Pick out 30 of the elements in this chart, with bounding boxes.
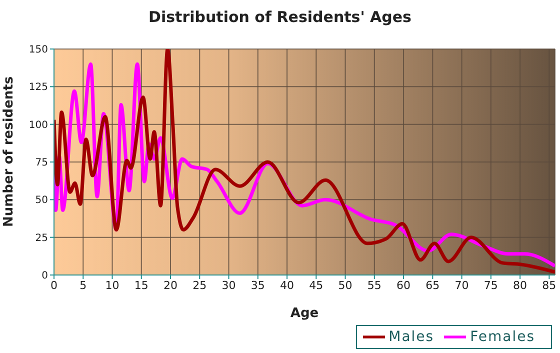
x-tick-label: 45 — [309, 278, 324, 292]
x-tick-label: 80 — [513, 278, 528, 292]
y-tick-label: 100 — [28, 120, 48, 131]
x-tick-label: 75 — [484, 278, 498, 292]
x-tick-label: 5 — [80, 278, 87, 292]
y-axis-title: Number of residents — [2, 76, 17, 227]
legend-label: Males — [388, 328, 434, 345]
x-tick-label: 65 — [426, 278, 440, 292]
y-tick-label: 75 — [35, 158, 48, 169]
x-tick-label: 0 — [50, 278, 58, 292]
x-tick-label: 30 — [222, 278, 236, 292]
y-tick-label: 25 — [35, 232, 48, 244]
x-tick-label: 85 — [542, 278, 556, 292]
y-tick-label: 150 — [28, 44, 48, 56]
x-tick-label: 60 — [396, 278, 411, 292]
x-tick-label: 35 — [250, 278, 265, 292]
y-tick-label: 0 — [42, 270, 48, 282]
x-tick-label: 25 — [192, 278, 207, 292]
x-tick-label: 40 — [280, 278, 294, 292]
x-axis-title: Age — [290, 306, 319, 321]
chart-title: Distribution of Residents' Ages — [148, 8, 412, 26]
x-tick-label: 55 — [367, 278, 382, 292]
x-tick-label: 10 — [105, 278, 120, 292]
x-tick-label: 70 — [454, 278, 469, 292]
x-tick-label: 50 — [338, 278, 352, 292]
x-tick-label: 15 — [134, 278, 148, 292]
y-tick-label: 50 — [35, 195, 48, 206]
legend-label: Females — [470, 328, 535, 345]
x-tick-label: 20 — [164, 278, 178, 292]
y-tick-label: 125 — [28, 82, 48, 94]
